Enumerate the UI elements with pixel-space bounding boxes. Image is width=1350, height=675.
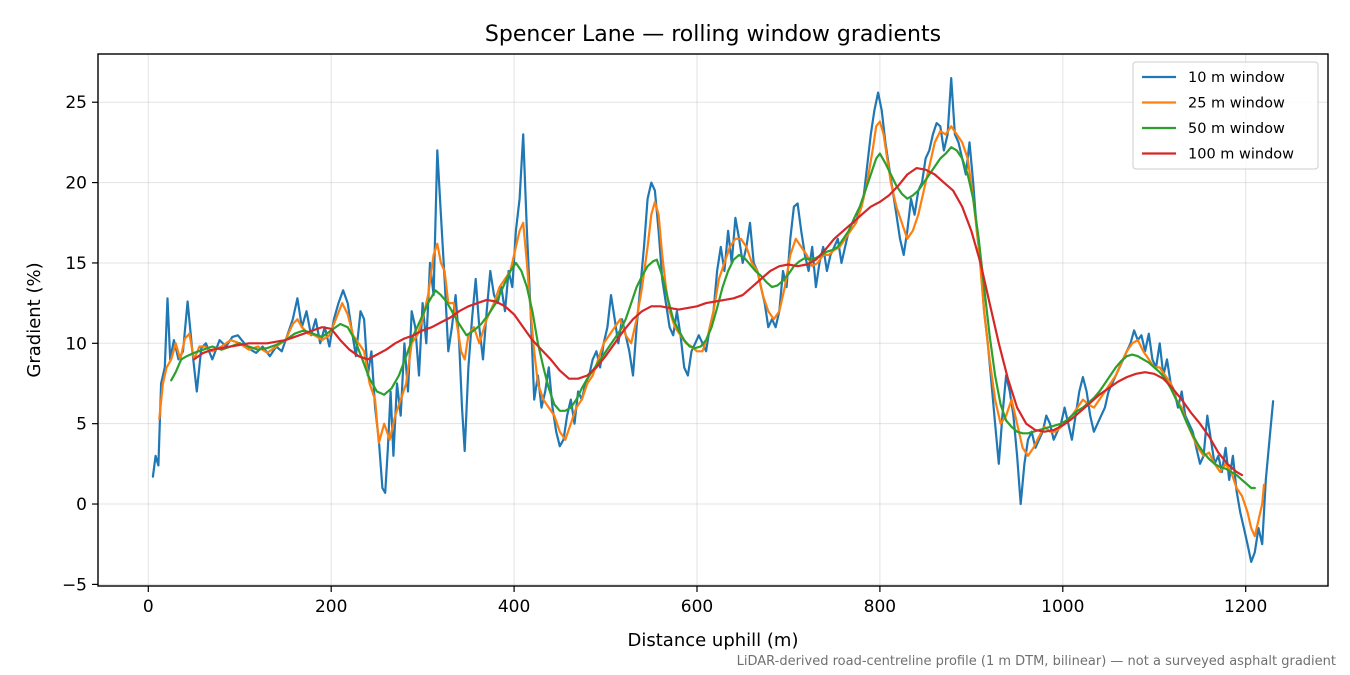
- y-axis-label: Gradient (%): [24, 262, 45, 377]
- x-axis-label: Distance uphill (m): [628, 630, 799, 651]
- x-tick-label: 1200: [1224, 597, 1267, 617]
- x-tick-label: 0: [143, 597, 154, 617]
- legend-label: 50 m window: [1188, 121, 1285, 137]
- legend-label: 100 m window: [1188, 147, 1294, 163]
- y-tick-label: −5: [62, 575, 87, 595]
- footnote: LiDAR-derived road-centreline profile (1…: [737, 654, 1336, 669]
- legend: 10 m window 25 m window 50 m window 100 m w…: [1132, 61, 1319, 170]
- axes-frame: [97, 53, 1329, 587]
- x-tick-label: 200: [315, 597, 347, 617]
- y-tick-label: 20: [65, 174, 87, 194]
- legend-box: [1132, 61, 1319, 170]
- series-line-1: [151, 77, 1275, 563]
- series-line-3: [170, 146, 1256, 490]
- series-line-2: [158, 120, 1266, 538]
- y-tick-label: 25: [65, 93, 87, 113]
- chart-title: Spencer Lane — rolling window gradients: [485, 22, 941, 47]
- y-tick-label: 5: [76, 415, 87, 435]
- x-tick-label: 800: [864, 597, 896, 617]
- y-tick-label: 10: [65, 334, 87, 354]
- legend-label: 25 m window: [1188, 96, 1285, 112]
- y-tick-label: 15: [65, 254, 87, 274]
- axis-ticks: 0 200 400 600 800 1000 1200 −5 0 5 10 15 20 25: [62, 93, 1267, 617]
- series-line-4: [192, 167, 1244, 477]
- plot-area: [151, 77, 1275, 563]
- legend-label: 10 m window: [1188, 70, 1285, 86]
- x-tick-label: 600: [681, 597, 713, 617]
- x-tick-label: 400: [498, 597, 530, 617]
- y-tick-label: 0: [76, 495, 87, 515]
- x-tick-label: 1000: [1041, 597, 1084, 617]
- grid: [98, 54, 1328, 586]
